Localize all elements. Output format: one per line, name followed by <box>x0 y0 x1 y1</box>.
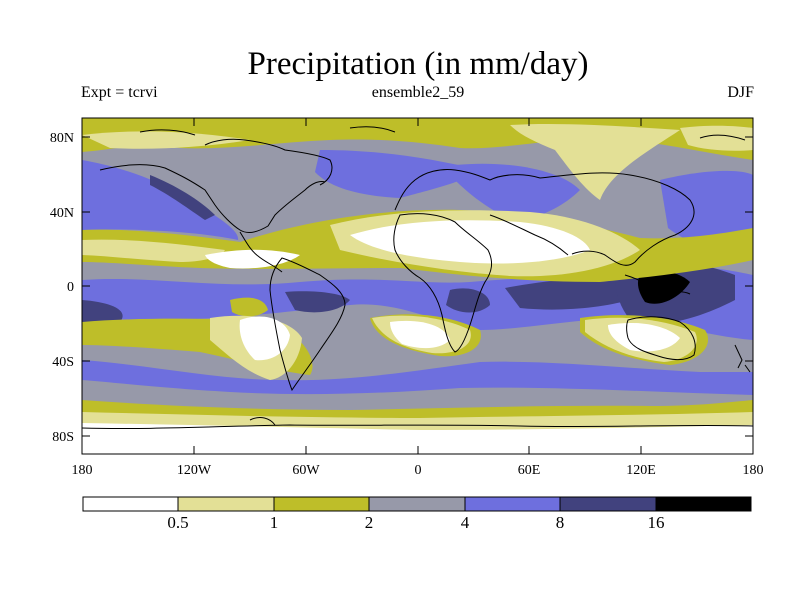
colorbar-label-8: 8 <box>556 513 565 532</box>
colorbar-box-3 <box>368 496 466 512</box>
map-title: Precipitation (in mm/day) <box>247 46 589 82</box>
lon-label-120e: 120E <box>626 463 656 478</box>
colorbar-label-4: 4 <box>461 513 470 532</box>
lon-ticks <box>81 118 754 454</box>
wet-regions <box>82 150 753 395</box>
colorbar-label-1: 1 <box>270 513 279 532</box>
season-label: DJF <box>727 84 754 101</box>
colorbar-label-2: 2 <box>365 513 374 532</box>
lon-label-60e: 60E <box>518 463 541 478</box>
colorbar-box-0 <box>82 496 179 512</box>
lon-label-180w: 180 <box>72 463 93 478</box>
lat-label-80n: 80N <box>50 131 74 146</box>
lat-label-40s: 40S <box>52 355 74 370</box>
band-dry <box>82 220 753 454</box>
colorbar-box-6 <box>655 496 752 512</box>
coastlines <box>82 126 753 430</box>
experiment-label: Expt = tcrvi <box>81 84 158 101</box>
lon-label-120w: 120W <box>177 463 212 478</box>
colorbar-box-4 <box>464 496 561 512</box>
lat-label-40n: 40N <box>50 206 74 221</box>
colorbar-box-2 <box>273 496 370 512</box>
lon-label-0: 0 <box>415 463 422 478</box>
colorbar-box-1 <box>177 496 275 512</box>
colorbar <box>82 496 752 512</box>
lat-label-0: 0 <box>67 280 74 295</box>
ensemble-label: ensemble2_59 <box>371 84 465 101</box>
colorbar-label-05: 0.5 <box>167 513 188 532</box>
lat-ticks <box>82 136 753 437</box>
lon-label-60w: 60W <box>292 463 320 478</box>
lon-label-180e: 180 <box>743 463 764 478</box>
colorbar-label-16: 16 <box>648 513 665 532</box>
colorbar-box-5 <box>559 496 657 512</box>
lat-label-80s: 80S <box>52 430 74 445</box>
